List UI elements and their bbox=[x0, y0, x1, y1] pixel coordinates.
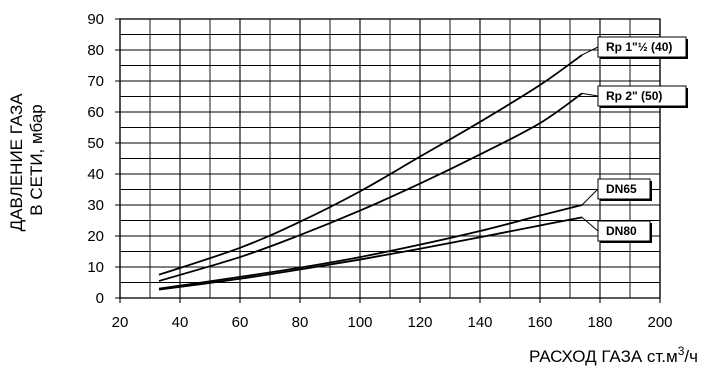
x-tick-label: 180 bbox=[587, 314, 612, 331]
x-axis-title-superscript: 3 bbox=[678, 344, 685, 358]
series-line-dn80 bbox=[158, 216, 583, 291]
x-tick-label: 80 bbox=[292, 314, 309, 331]
y-tick-label: 20 bbox=[87, 228, 104, 245]
y-tick-labels: 0 10 20 30 40 50 60 70 80 90 bbox=[87, 11, 104, 307]
x-axis-title: РАСХОД ГАЗА ст.м3/ч bbox=[529, 344, 698, 366]
grid bbox=[115, 18, 661, 303]
y-tick-label: 0 bbox=[96, 290, 104, 307]
series-line-dn65 bbox=[158, 204, 583, 290]
x-tick-label: 100 bbox=[347, 314, 372, 331]
series-label-rp-1-40: Rp 1"½ (40) bbox=[606, 40, 672, 54]
y-axis-title: ДАВЛЕНИЕ ГАЗА В СЕТИ, мбар bbox=[7, 89, 46, 232]
label-leader bbox=[581, 217, 599, 232]
label-leader bbox=[581, 188, 599, 206]
x-tick-label: 160 bbox=[527, 314, 552, 331]
series-label-rp-2-50: Rp 2" (50) bbox=[606, 89, 662, 103]
y-tick-label: 80 bbox=[87, 42, 104, 59]
y-tick-label: 70 bbox=[87, 73, 104, 90]
y-tick-label: 10 bbox=[87, 259, 104, 276]
y-tick-label: 50 bbox=[87, 135, 104, 152]
label-box bbox=[597, 178, 651, 200]
x-tick-label: 140 bbox=[467, 314, 492, 331]
y-axis-title-line2: В СЕТИ, мбар bbox=[27, 104, 46, 215]
y-tick-label: 40 bbox=[87, 166, 104, 183]
plot-frame bbox=[119, 18, 661, 299]
x-axis-title-text: РАСХОД ГАЗА ст.м bbox=[529, 347, 678, 366]
x-tick-label: 60 bbox=[232, 314, 249, 331]
label-leader bbox=[581, 46, 599, 56]
x-axis-title-suffix: /ч bbox=[684, 347, 698, 366]
y-axis-title-line1: ДАВЛЕНИЕ ГАЗА bbox=[7, 93, 26, 232]
series-label-dn80: DN80 bbox=[606, 224, 637, 238]
x-tick-label: 120 bbox=[407, 314, 432, 331]
series-label-dn65: DN65 bbox=[606, 182, 637, 196]
series-line-rp-2-50 bbox=[158, 92, 583, 282]
series-lines bbox=[158, 54, 583, 291]
label-leader bbox=[581, 92, 599, 97]
series-labels: Rp 1"½ (40) Rp 2" (50) DN65 DN80 bbox=[581, 36, 688, 243]
y-tick-label: 90 bbox=[87, 11, 104, 28]
label-box bbox=[597, 85, 687, 107]
label-box bbox=[597, 220, 651, 242]
x-tick-label: 200 bbox=[647, 314, 672, 331]
label-box bbox=[597, 36, 687, 58]
x-tick-labels: 20 40 60 80 100 120 140 160 180 200 bbox=[112, 314, 673, 331]
series-line-rp-1-40 bbox=[158, 54, 583, 276]
x-tick-label: 40 bbox=[172, 314, 189, 331]
y-tick-label: 60 bbox=[87, 104, 104, 121]
y-tick-label: 30 bbox=[87, 197, 104, 214]
x-tick-label: 20 bbox=[112, 314, 129, 331]
